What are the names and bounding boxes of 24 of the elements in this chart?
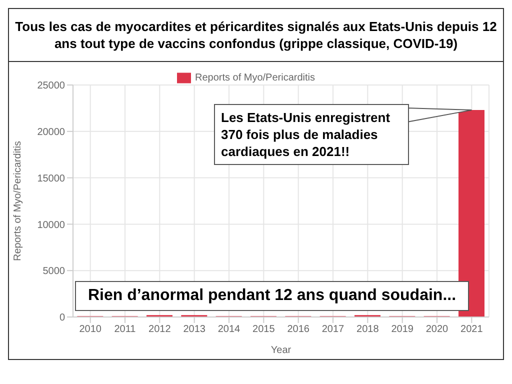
x-tick-label: 2013	[183, 324, 206, 336]
annotation: Rien d’anormal pendant 12 ans quand soudain...	[75, 281, 469, 311]
y-tick-label: 25000	[37, 80, 66, 92]
x-tick-label: 2017	[322, 324, 345, 336]
x-axis-title: Year	[270, 345, 292, 356]
legend-label: Reports of Myo/Pericarditis	[194, 72, 316, 84]
x-tick-label: 2014	[218, 324, 241, 336]
y-tick-label: 5000	[42, 266, 66, 278]
x-tick-label: 2020	[426, 324, 449, 336]
annotation: Les Etats-Unis enregistrent 370 fois plus de maladies cardiaques en 2021!!	[214, 104, 409, 165]
x-tick-label: 2019	[391, 324, 414, 336]
chart-title: Tous les cas de myocardites et péricardites signalés aux Etats-Unis depuis 12 ans tout type de vaccins confondus (grippe classique, COVID-19)	[9, 9, 503, 62]
y-tick-label: 10000	[37, 220, 66, 231]
x-tick-label: 2021	[460, 324, 484, 336]
y-tick-label: 15000	[37, 173, 66, 184]
y-tick-label: 0	[59, 312, 66, 324]
x-tick-label: 2011	[114, 324, 136, 336]
x-tick-label: 2012	[148, 324, 172, 336]
x-tick-label: 2018	[356, 324, 380, 336]
y-tick-label: 20000	[37, 126, 66, 138]
x-tick-label: 2010	[79, 324, 102, 336]
x-tick-label: 2015	[252, 324, 276, 336]
x-tick-label: 2016	[287, 324, 310, 336]
y-axis-title: Reports of Myo/Pericarditis	[12, 140, 24, 261]
